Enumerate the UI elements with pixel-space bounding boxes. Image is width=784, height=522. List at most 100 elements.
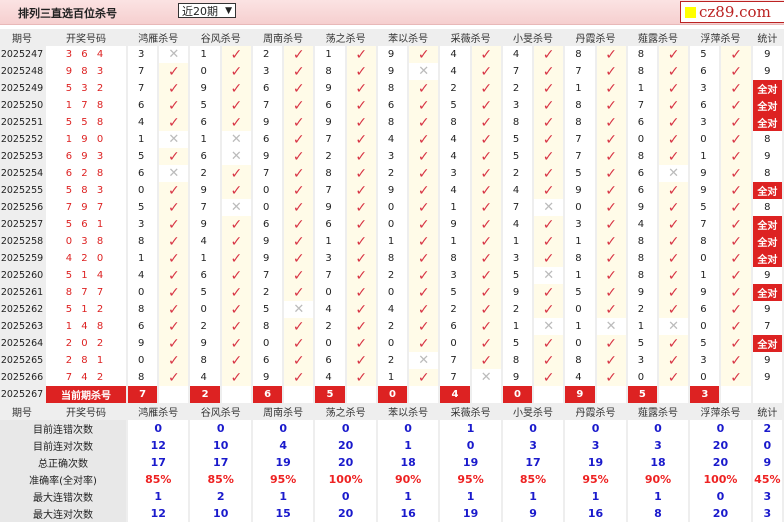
col-header-expert: 采薇杀号 — [439, 29, 503, 46]
check-icon: ✓ — [595, 267, 628, 284]
period-select[interactable]: 近20期 ▼ — [178, 3, 236, 18]
check-icon: ✓ — [730, 114, 742, 131]
pick-number: 1 — [314, 233, 347, 250]
stats-value: 0 — [751, 437, 784, 454]
check-icon: ✓ — [167, 250, 180, 267]
check-icon: ✓ — [230, 233, 243, 250]
pick-number: 1 — [127, 131, 160, 148]
check-icon: ✓ — [345, 148, 378, 165]
pick-number: 0 — [189, 63, 222, 80]
check-icon: ✓ — [595, 284, 628, 301]
check-icon: ✓ — [657, 80, 691, 97]
check-icon: ✓ — [605, 199, 617, 216]
empty-cell — [470, 386, 503, 403]
pick-number: 4 — [439, 63, 472, 80]
check-icon: ✓ — [533, 165, 566, 182]
check-icon: ✓ — [595, 80, 628, 97]
check-icon: ✓ — [417, 369, 430, 386]
check-icon: ✓ — [470, 335, 503, 352]
stats-value: 0 — [626, 420, 691, 437]
cross-icon: ✕ — [293, 302, 305, 317]
current-pick: 4 — [439, 386, 472, 403]
check-icon: ✓ — [470, 199, 503, 216]
stats-value: 3 — [501, 437, 566, 454]
pick-number: 8 — [626, 233, 659, 250]
check-icon: ✓ — [158, 318, 191, 335]
check-icon: ✓ — [730, 131, 742, 148]
stats-value: 16 — [564, 505, 628, 522]
stats-label: 总正确次数 — [0, 454, 128, 471]
check-icon: ✓ — [470, 131, 503, 148]
pick-number: 0 — [251, 182, 285, 199]
cross-icon: ✕ — [668, 166, 680, 181]
check-icon: ✓ — [470, 46, 503, 63]
check-icon: ✓ — [283, 63, 316, 80]
pick-number: 6 — [251, 352, 285, 369]
check-icon: ✓ — [345, 165, 378, 182]
pick-number: 8 — [251, 318, 285, 335]
check-icon: ✓ — [158, 199, 191, 216]
check-icon: ✓ — [730, 46, 742, 63]
check-icon: ✓ — [220, 352, 253, 369]
check-icon: ✓ — [470, 233, 503, 250]
empty-cell — [408, 386, 441, 403]
check-icon: ✓ — [345, 318, 378, 335]
cross-icon: ✕ — [543, 319, 555, 334]
pick-number: 8 — [376, 114, 410, 131]
check-icon: ✓ — [533, 250, 566, 267]
pick-number: 9 — [439, 216, 472, 233]
site-logo[interactable]: cz89.com — [680, 1, 784, 23]
pick-number: 0 — [689, 369, 722, 386]
table-row: 2025260 5 1 4 4 ✓ 6 ✓ 7 ✓ 7 ✓ 2 ✓ 3 ✓ 5 ✕ 1 ✓ 8 ✓ 1 ✓ 9 — [0, 267, 784, 284]
table-row: 2025253 6 9 3 5 ✓ 6 ✕ 9 ✓ 2 ✓ 3 ✓ 4 ✓ 5 ✓ 7 ✓ 8 ✓ 1 ✓ 9 — [0, 148, 784, 165]
check-icon: ✓ — [480, 80, 493, 97]
check-icon: ✓ — [730, 148, 742, 165]
pick-number: 6 — [127, 97, 160, 114]
check-icon: ✓ — [158, 182, 191, 199]
check-icon: ✓ — [667, 335, 680, 352]
check-icon: ✓ — [283, 46, 316, 63]
pick-number: 0 — [314, 335, 347, 352]
pick-number: 4 — [314, 301, 347, 318]
check-icon: ✓ — [408, 46, 441, 63]
stats-value: 3 — [564, 437, 628, 454]
pick-number: 6 — [376, 97, 410, 114]
draw-number: 5 8 3 — [45, 182, 128, 199]
pick-number: 9 — [127, 335, 160, 352]
draw-number: 7 4 2 — [45, 369, 128, 386]
cross-icon: ✕ — [533, 318, 566, 335]
stats-row: 目前连错次数 0 0 0 0 0 1 0 0 0 0 2 — [0, 420, 784, 437]
pick-number: 7 — [564, 148, 597, 165]
check-icon: ✓ — [542, 46, 555, 63]
check-icon: ✓ — [408, 114, 441, 131]
check-icon: ✓ — [605, 131, 617, 148]
check-icon: ✓ — [605, 114, 617, 131]
check-icon: ✓ — [470, 284, 503, 301]
pick-number: 3 — [127, 46, 160, 63]
pick-number: 2 — [501, 301, 535, 318]
pick-number: 7 — [501, 63, 535, 80]
issue-cell: 2025257 — [0, 216, 46, 233]
pick-number: 5 — [501, 335, 535, 352]
check-icon: ✓ — [220, 80, 253, 97]
pick-number: 0 — [439, 335, 472, 352]
empty-cell — [220, 386, 253, 403]
stats-value: 3 — [751, 488, 784, 505]
check-icon: ✓ — [355, 80, 368, 97]
stat-cell: 全对 — [751, 114, 784, 131]
check-icon: ✓ — [720, 335, 753, 352]
check-icon: ✓ — [720, 148, 753, 165]
pick-number: 1 — [501, 318, 535, 335]
check-icon: ✓ — [470, 80, 503, 97]
check-icon: ✓ — [605, 352, 617, 369]
check-icon: ✓ — [345, 46, 378, 63]
check-icon: ✓ — [595, 182, 628, 199]
check-icon: ✓ — [533, 335, 566, 352]
stat-cell: 全对 — [751, 216, 784, 233]
check-icon: ✓ — [595, 131, 628, 148]
cross-icon: ✕ — [168, 132, 180, 147]
check-icon: ✓ — [542, 97, 555, 114]
stats-value: 1 — [626, 488, 691, 505]
pick-number: 9 — [689, 284, 722, 301]
check-icon: ✓ — [605, 233, 617, 250]
